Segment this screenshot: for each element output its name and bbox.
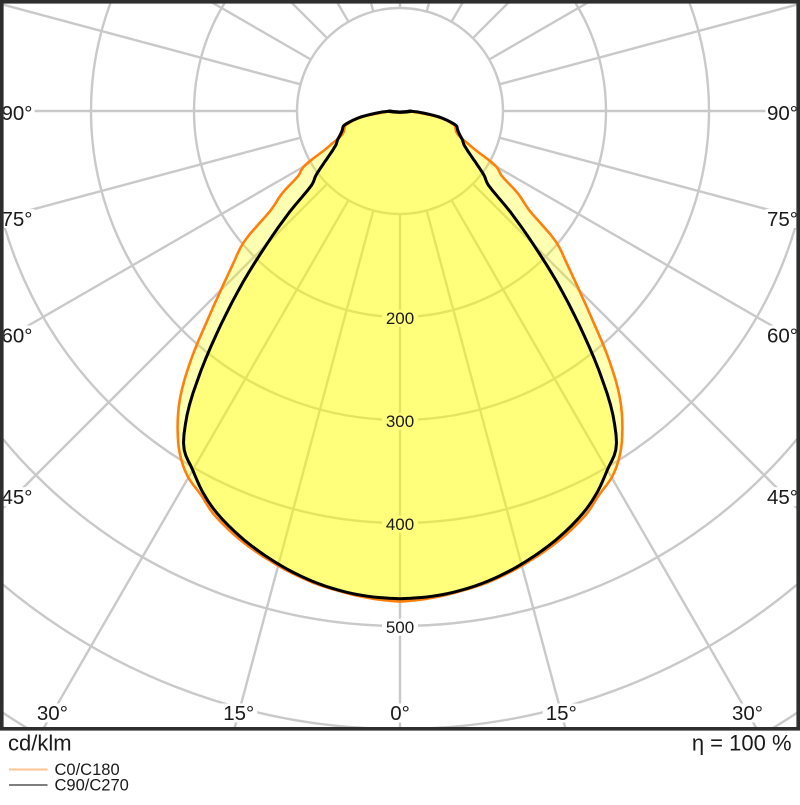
- svg-text:60°: 60°: [767, 324, 798, 347]
- svg-text:75°: 75°: [767, 208, 798, 231]
- svg-text:500: 500: [386, 618, 414, 637]
- svg-text:30°: 30°: [37, 702, 68, 725]
- svg-text:45°: 45°: [767, 486, 798, 509]
- svg-text:30°: 30°: [732, 702, 763, 725]
- svg-text:200: 200: [386, 309, 414, 328]
- svg-text:η = 100 %: η = 100 %: [692, 731, 792, 756]
- svg-text:90°: 90°: [2, 102, 33, 125]
- svg-text:45°: 45°: [2, 486, 33, 509]
- svg-text:C90/C270: C90/C270: [55, 777, 129, 795]
- svg-text:cd/klm: cd/klm: [8, 731, 72, 756]
- svg-text:60°: 60°: [2, 324, 33, 347]
- svg-text:75°: 75°: [2, 208, 33, 231]
- svg-text:400: 400: [386, 515, 414, 534]
- svg-text:15°: 15°: [223, 702, 254, 725]
- svg-text:90°: 90°: [767, 102, 798, 125]
- svg-text:15°: 15°: [546, 702, 577, 725]
- svg-text:300: 300: [386, 412, 414, 431]
- svg-text:0°: 0°: [390, 702, 410, 725]
